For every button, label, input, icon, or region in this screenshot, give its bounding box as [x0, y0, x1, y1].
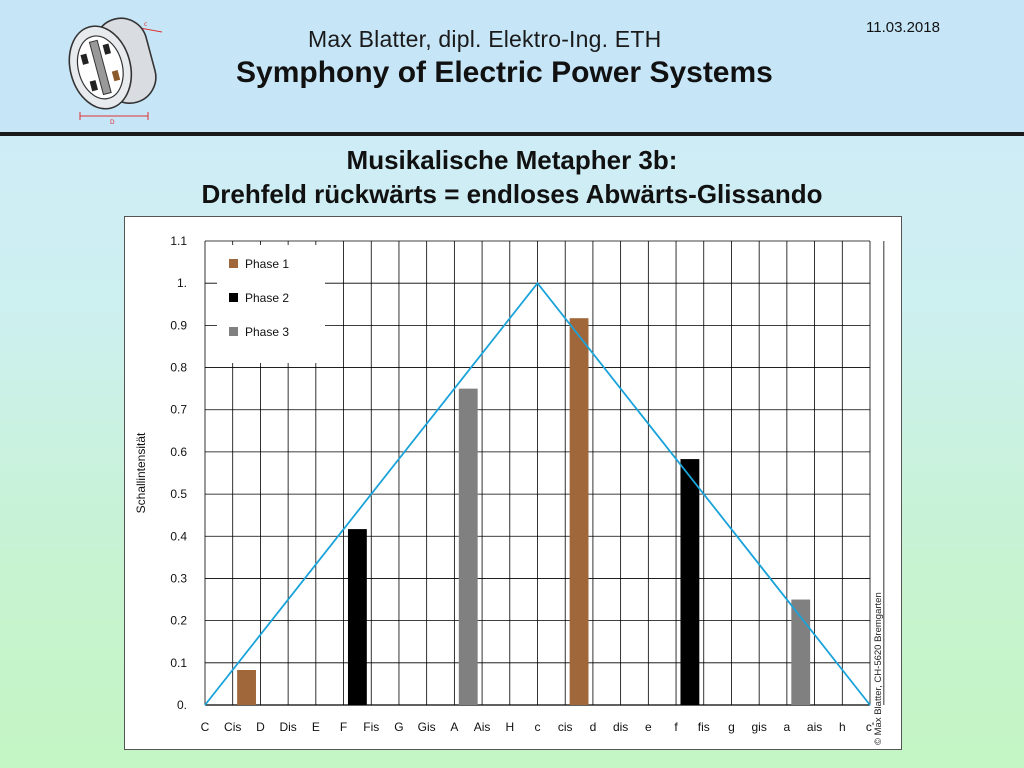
legend-label: Phase 3: [245, 325, 289, 339]
bar-phase-3: [458, 388, 478, 705]
x-tick-label: Fis: [363, 720, 379, 734]
bar-phase-3: [791, 599, 811, 705]
slide-title-line2: Drehfeld rückwärts = endloses Abwärts-Gl…: [201, 179, 823, 209]
y-tick-label: 0.5: [170, 487, 187, 501]
legend-swatch: [229, 327, 238, 336]
bar-chart: 0. 0.1 0.2 0.3 0.4 0.5 0.6 0.7 0.8 0.9 1. 1.1 C Cis D D…: [134, 234, 885, 734]
x-tick-label: Ais: [474, 720, 491, 734]
legend-label: Phase 2: [245, 291, 289, 305]
slide-title-line1: Musikalische Metapher 3b:: [346, 145, 678, 175]
bar-phase-1: [237, 669, 256, 705]
chart-container: 0. 0.1 0.2 0.3 0.4 0.5 0.6 0.7 0.8 0.9 1. 1.1 C Cis D D…: [124, 216, 902, 750]
x-tick-label: g: [728, 720, 735, 734]
legend-swatch: [229, 293, 238, 302]
x-tick-label: C: [201, 720, 210, 734]
author-name: Max Blatter, dipl. Elektro-Ing. ETH: [308, 26, 662, 52]
header-bar: D c Max Blatter, dipl. Elektro-Ing. ETH …: [0, 0, 1024, 136]
legend-label: Phase 1: [245, 257, 289, 271]
x-tick-label: c': [866, 720, 874, 734]
x-tick-label: e: [645, 720, 652, 734]
x-tick-label: c: [535, 720, 541, 734]
bar-phase-2: [347, 529, 367, 705]
y-tick-label: 1.1: [170, 234, 187, 248]
x-tick-label: fis: [698, 720, 710, 734]
x-tick-label: a: [784, 720, 791, 734]
y-tick-label: 0.3: [170, 571, 187, 585]
x-tick-label: A: [450, 720, 458, 734]
presentation-title: Symphony of Electric Power Systems: [236, 56, 773, 89]
y-tick-label: 0.8: [170, 361, 187, 375]
x-tick-label: H: [505, 720, 514, 734]
x-tick-label: D: [256, 720, 265, 734]
y-tick-label: 0.4: [170, 529, 187, 543]
y-tick-label: 0.2: [170, 614, 187, 628]
x-tick-label: Gis: [418, 720, 436, 734]
y-tick-label: 0.6: [170, 445, 187, 459]
x-tick-label: G: [394, 720, 403, 734]
bar-phase-2: [680, 459, 700, 705]
x-tick-label: cis: [558, 720, 573, 734]
svg-text:c: c: [144, 21, 147, 28]
x-tick-label: dis: [613, 720, 628, 734]
y-tick-label: 0.9: [170, 318, 187, 332]
y-tick-label: 1.: [177, 276, 187, 290]
x-tick-label: Dis: [279, 720, 296, 734]
y-tick-label: 0.7: [170, 403, 187, 417]
svg-text:D: D: [110, 119, 115, 126]
x-tick-label: ais: [807, 720, 822, 734]
copyright-note: © Max Blatter, CH-5620 Bremgarten: [873, 592, 884, 745]
y-axis-label: Schallintensität: [134, 432, 148, 513]
x-tick-label: F: [340, 720, 347, 734]
legend-swatch: [229, 259, 238, 268]
x-tick-label: Cis: [224, 720, 241, 734]
y-tick-label: 0.: [177, 698, 187, 712]
motor-logo-icon: D c: [68, 17, 163, 126]
slide-date: 11.03.2018: [866, 19, 940, 36]
envelope-line: [204, 281, 871, 706]
x-tick-label: E: [312, 720, 320, 734]
x-tick-label: f: [674, 720, 678, 734]
x-tick-label: gis: [751, 720, 766, 734]
y-tick-label: 0.1: [170, 656, 187, 670]
bar-phase-1: [569, 318, 589, 705]
x-tick-label: d: [590, 720, 597, 734]
x-tick-label: h: [839, 720, 846, 734]
